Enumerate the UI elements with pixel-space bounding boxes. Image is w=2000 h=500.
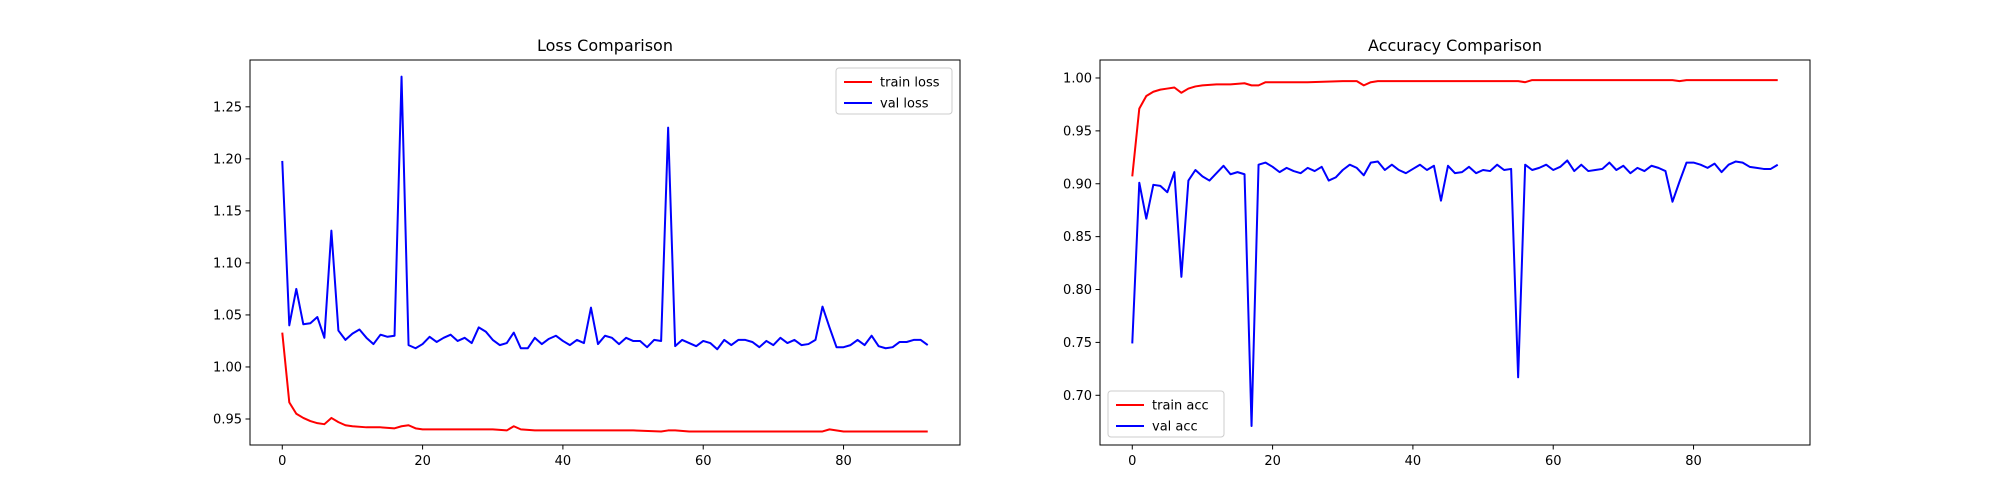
loss-legend: train loss val loss bbox=[835, 67, 953, 115]
accuracy-y-tick-label: 0.70 bbox=[1063, 389, 1092, 404]
loss-x-tick-label: 0 bbox=[278, 454, 286, 469]
loss-y-tick-label: 1.15 bbox=[213, 204, 242, 219]
loss-x-tick-label: 80 bbox=[835, 454, 852, 469]
accuracy-x-tick-label: 80 bbox=[1685, 454, 1702, 469]
loss-y-tick-label: 0.95 bbox=[213, 412, 242, 427]
accuracy-plot-frame bbox=[1099, 59, 1811, 446]
accuracy-y-tick-label: 0.85 bbox=[1063, 230, 1092, 245]
loss-series-train-loss-line bbox=[281, 332, 928, 433]
accuracy-legend: train acc val acc bbox=[1107, 390, 1225, 438]
accuracy-x-tick-label: 60 bbox=[1545, 454, 1562, 469]
accuracy-y-tick-label: 0.75 bbox=[1063, 336, 1092, 351]
accuracy-y-tick-label: 1.00 bbox=[1063, 71, 1092, 86]
accuracy-series-val-acc-line bbox=[1131, 159, 1779, 427]
loss-plot-frame bbox=[249, 59, 961, 446]
accuracy-legend-label: train acc bbox=[1152, 399, 1209, 414]
loss-chart-title: Loss Comparison bbox=[537, 36, 673, 55]
loss-y-tick-label: 1.00 bbox=[213, 360, 242, 375]
loss-legend-label: train loss bbox=[880, 76, 940, 91]
loss-series-val-loss-line bbox=[281, 75, 929, 351]
loss-x-tick-label: 60 bbox=[695, 454, 712, 469]
accuracy-legend-label: val acc bbox=[1152, 420, 1198, 435]
accuracy-chart: Accuracy Comparison 0 20 40 60 80 0.70 0.75 0.80… bbox=[1063, 36, 1811, 469]
accuracy-x-tick-label: 20 bbox=[1264, 454, 1281, 469]
loss-x-tick-label: 40 bbox=[555, 454, 572, 469]
loss-y-tick-label: 1.20 bbox=[213, 152, 242, 167]
loss-legend-label: val loss bbox=[880, 97, 929, 112]
loss-y-tick-label: 1.10 bbox=[213, 256, 242, 271]
accuracy-y-tick-label: 0.90 bbox=[1063, 177, 1092, 192]
accuracy-chart-title: Accuracy Comparison bbox=[1368, 36, 1542, 55]
accuracy-x-tick-label: 40 bbox=[1405, 454, 1422, 469]
accuracy-y-tick-label: 0.80 bbox=[1063, 283, 1092, 298]
accuracy-y-tick-label: 0.95 bbox=[1063, 124, 1092, 139]
loss-x-tick-label: 20 bbox=[414, 454, 431, 469]
accuracy-series-train-acc-line bbox=[1131, 79, 1778, 177]
loss-y-tick-label: 1.25 bbox=[213, 100, 242, 115]
accuracy-x-tick-label: 0 bbox=[1128, 454, 1136, 469]
loss-y-tick-label: 1.05 bbox=[213, 308, 242, 323]
loss-chart: Loss Comparison 0 20 40 60 80 0.95 1.00 1.05 1.10… bbox=[213, 36, 961, 469]
